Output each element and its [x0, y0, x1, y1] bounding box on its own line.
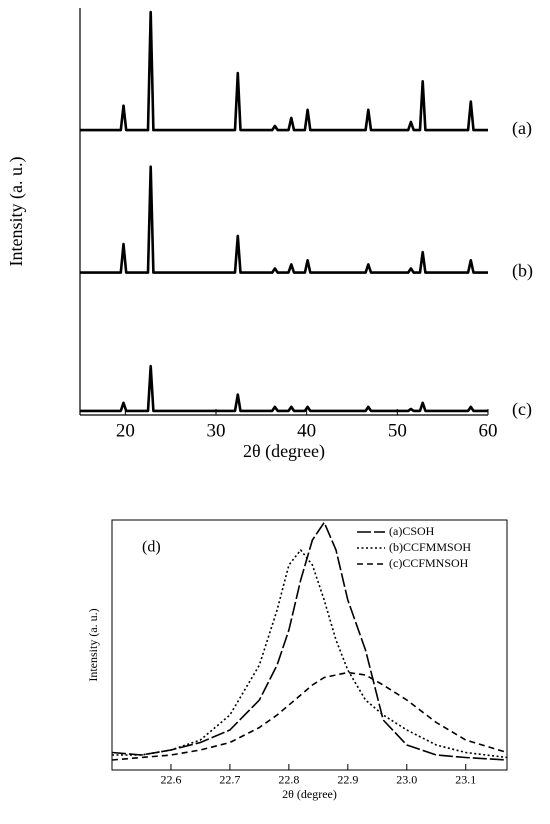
series-line — [80, 10, 488, 132]
series-line — [80, 165, 488, 274]
legend-label: (c)CCFMNSOH — [389, 556, 469, 570]
x-tick-label: 23.0 — [396, 773, 417, 787]
series-line — [112, 549, 508, 759]
x-tick-label: 50 — [388, 420, 407, 441]
annotation: (d) — [142, 539, 161, 556]
series-line — [111, 671, 508, 761]
x-tick-label: 22.7 — [219, 773, 240, 787]
x-tick-label: 20 — [116, 420, 135, 441]
x-tick-label: 22.6 — [160, 773, 181, 787]
series-label: (c) — [512, 399, 532, 420]
x-tick-label: 60 — [479, 420, 498, 441]
series-label: (a) — [512, 118, 532, 139]
x-tick-label: 40 — [297, 420, 316, 441]
x-axis-label: 2θ (degree) — [282, 787, 337, 801]
x-tick-label: 22.9 — [337, 773, 358, 787]
x-tick-label: 22.8 — [278, 773, 299, 787]
series-line — [111, 521, 508, 761]
y-axis-label: Intensity (a. u.) — [86, 608, 100, 681]
x-axis-label: 2θ (degree) — [243, 441, 325, 462]
series-line — [80, 364, 488, 413]
y-axis-label: Intensity (a. u.) — [6, 157, 27, 267]
series-label: (b) — [512, 261, 533, 282]
legend-label: (b)CCFMMSOH — [389, 540, 471, 554]
x-tick-label: 23.1 — [455, 773, 476, 787]
plot-frame — [111, 519, 508, 771]
legend-label: (a)CSOH — [389, 524, 435, 538]
x-tick-label: 30 — [207, 420, 226, 441]
